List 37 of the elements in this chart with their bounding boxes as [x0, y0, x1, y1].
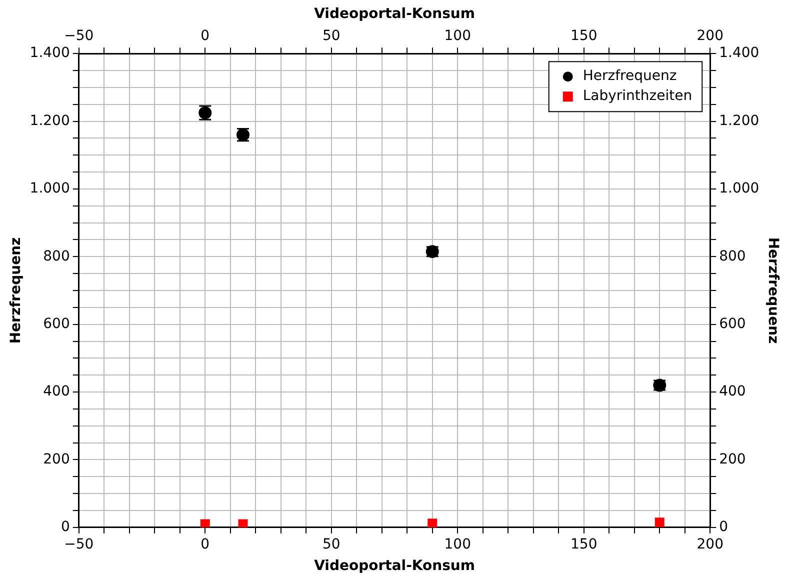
- x-tick-label: 50: [322, 536, 340, 552]
- y2-tick-label: 200: [719, 451, 746, 468]
- y2-tick-label: 1.200: [719, 112, 760, 129]
- x-tick-label: 200: [696, 536, 724, 552]
- y-tick-label: 1.000: [30, 180, 70, 197]
- y-axis-title: Herzfrequenz: [8, 237, 24, 344]
- y-tick-label: 200: [43, 451, 70, 468]
- y2-tick-label: 600: [719, 316, 746, 332]
- x2-tick-label: 100: [444, 28, 471, 44]
- y-tick-label: 0: [60, 519, 70, 536]
- y-tick-label: 1.400: [30, 45, 70, 62]
- y2-axis-title: Herzfrequenz: [764, 237, 781, 344]
- y2-tick-label: 1.000: [719, 180, 760, 197]
- x-tick-label: 100: [444, 536, 471, 552]
- x-tick-label: 150: [570, 536, 598, 552]
- x-tick-label: −50: [64, 536, 94, 552]
- point: [200, 519, 210, 528]
- x-axis-title: Videoportal-Konsum: [314, 558, 475, 574]
- x2-tick-label: 200: [696, 28, 724, 44]
- point: [654, 518, 664, 528]
- legend-label: Labyrinthzeiten: [582, 88, 692, 104]
- legend-label: Herzfrequenz: [582, 68, 677, 84]
- y2-tick-label: 800: [719, 248, 746, 264]
- x2-tick-label: 0: [200, 28, 210, 44]
- y-tick-label: 800: [43, 248, 70, 264]
- y2-tick-label: 400: [719, 384, 746, 400]
- y-tick-label: 600: [43, 316, 70, 332]
- point: [428, 518, 438, 528]
- y2-tick-label: 1.400: [719, 45, 760, 62]
- y-tick-label: 1.200: [30, 112, 70, 129]
- x2-tick-label: 50: [322, 28, 340, 44]
- x2-tick-label: 150: [570, 28, 598, 44]
- x-tick-label: 0: [200, 536, 210, 552]
- y2-tick-label: 0: [719, 519, 728, 536]
- x2-axis-title: Videoportal-Konsum: [314, 6, 475, 22]
- y-tick-label: 400: [43, 384, 70, 400]
- x2-tick-label: −50: [64, 28, 94, 44]
